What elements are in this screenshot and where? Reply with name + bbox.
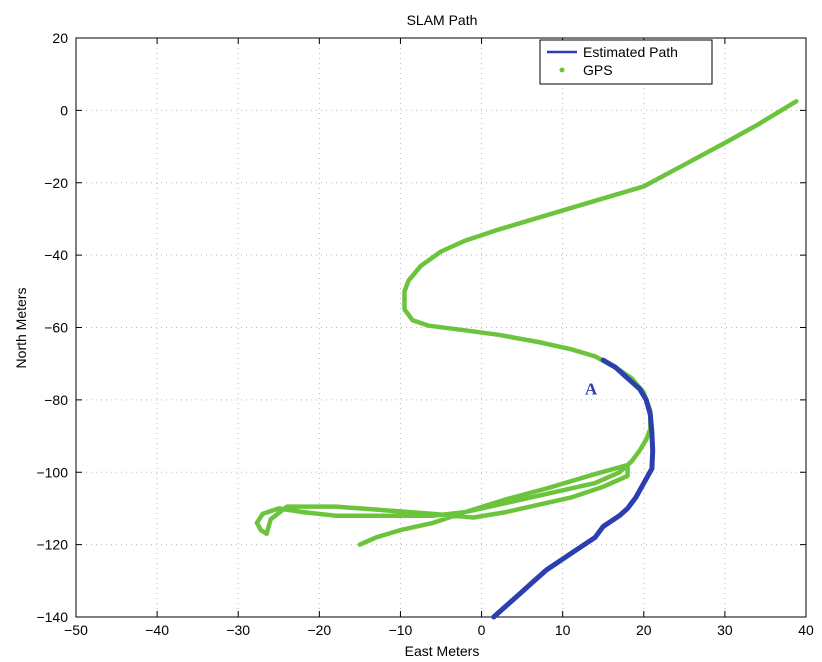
legend: Estimated Path GPS [539, 39, 713, 85]
x-axis-title: East Meters [405, 643, 480, 659]
y-tick-label: −20 [44, 175, 68, 191]
chart-title: SLAM Path [407, 12, 478, 28]
annotation-label: A [585, 379, 598, 398]
series-layer [254, 99, 799, 620]
y-tick-label: 20 [52, 30, 68, 46]
y-axis-title: North Meters [13, 288, 29, 369]
x-tick-label: 20 [636, 622, 652, 638]
x-tick-label: 0 [478, 622, 486, 638]
x-tick-label: −10 [389, 622, 413, 638]
x-tick-label: −30 [226, 622, 250, 638]
x-tick-label: −20 [307, 622, 331, 638]
x-tick-label: 30 [717, 622, 733, 638]
legend-swatch-gps [559, 67, 565, 73]
x-tick-label: 40 [798, 622, 814, 638]
x-tick-label: −50 [64, 622, 88, 638]
series-estimated-path-line [491, 357, 656, 620]
legend-box [539, 39, 713, 85]
annotation-layer: A [585, 379, 598, 398]
y-tick-label: −60 [44, 320, 68, 336]
series-gps-line [254, 99, 799, 547]
y-tick-label: −140 [36, 609, 68, 625]
y-tick-label: 0 [60, 102, 68, 118]
y-tick-label: −100 [36, 464, 68, 480]
legend-label-estimated-path: Estimated Path [583, 44, 678, 60]
ticks-layer: −50 −40 −30 −20 −10 0 10 20 30 40200−20−40−60−80−… [36, 30, 814, 638]
y-tick-label: −80 [44, 392, 68, 408]
legend-label-gps: GPS [583, 62, 613, 78]
x-tick-label: 10 [555, 622, 571, 638]
y-tick-label: −40 [44, 247, 68, 263]
y-tick-label: −120 [36, 537, 68, 553]
x-tick-label: −40 [145, 622, 169, 638]
